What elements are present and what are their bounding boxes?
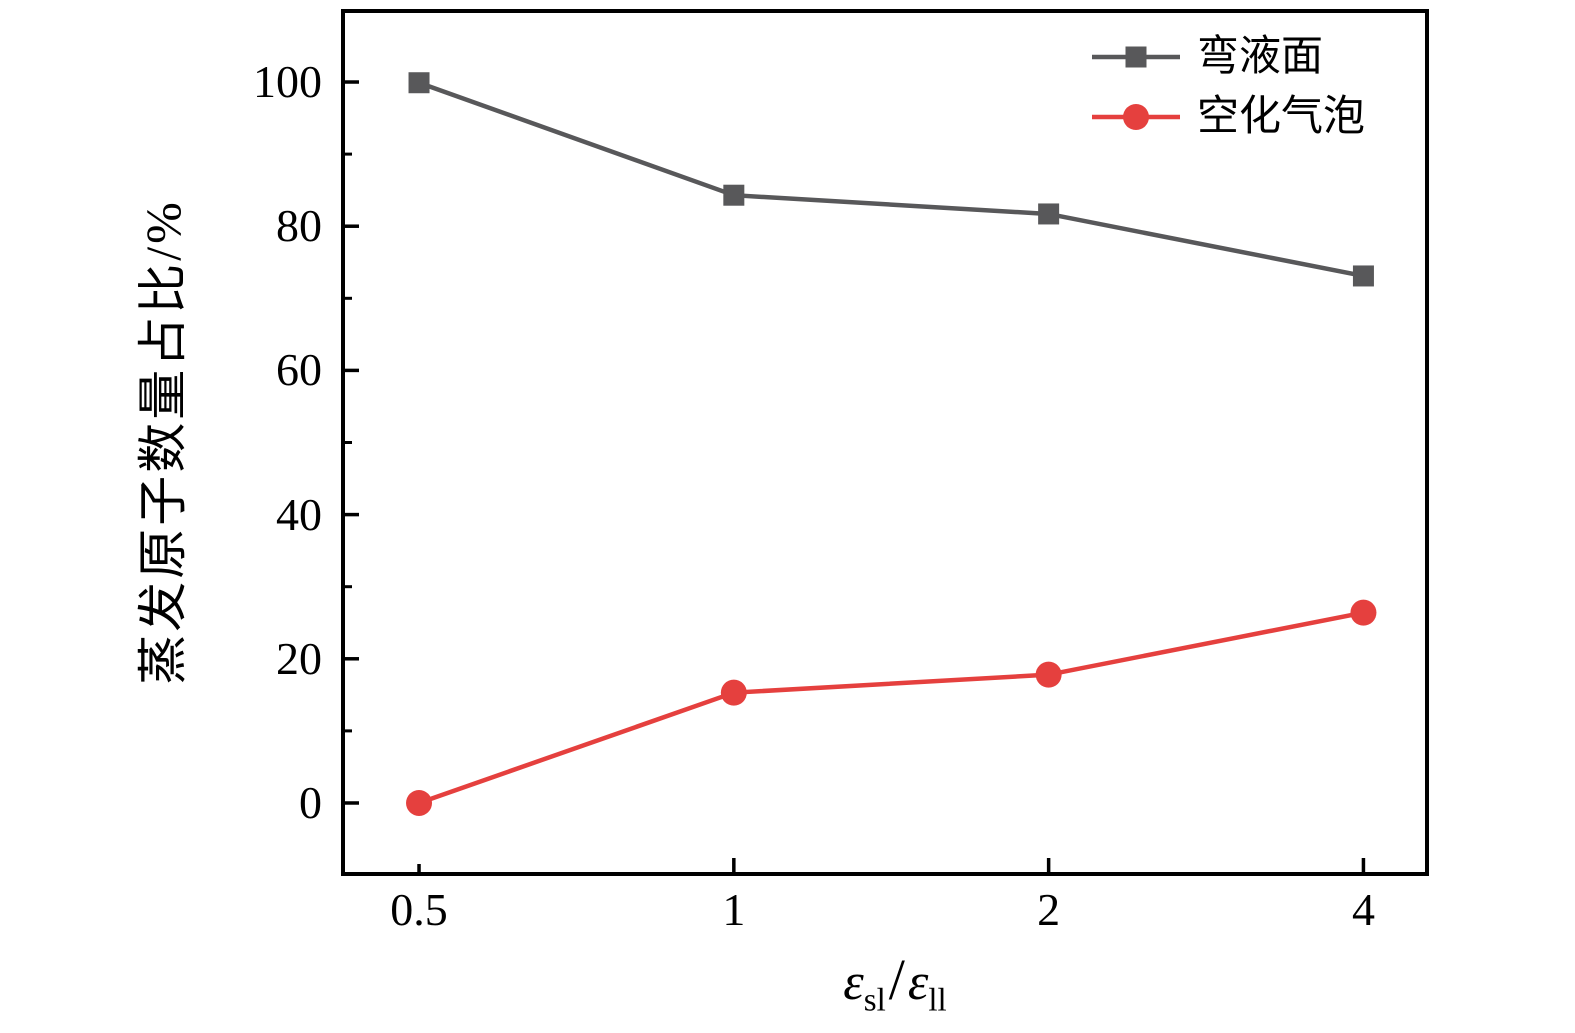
y-tick-label: 40 xyxy=(276,488,322,540)
xlabel-denominator-subscript: ll xyxy=(928,982,947,1019)
xlabel-denominator-symbol: ε xyxy=(907,954,929,1011)
y-axis-title: 蒸发原子数量占比/% xyxy=(135,199,191,685)
series-1-circle-marker xyxy=(406,789,433,816)
y-tick-label: 0 xyxy=(299,776,322,828)
y-tick-label: 60 xyxy=(276,344,322,396)
series-0-square-marker xyxy=(1352,265,1374,287)
y-tick-label: 80 xyxy=(276,200,322,252)
x-tick-label: 0.5 xyxy=(390,884,448,935)
series-line-0 xyxy=(418,80,1364,279)
x-tick-label: 2 xyxy=(1037,884,1061,935)
x-axis-title: εsl/εll xyxy=(695,946,1095,1017)
legend-square-marker xyxy=(1125,46,1147,68)
series-1-circle-marker xyxy=(1035,661,1062,688)
series-1-circle-marker xyxy=(1350,599,1377,626)
series-1-circle-marker xyxy=(720,679,747,706)
y-tick-label: 100 xyxy=(253,56,322,107)
series-0-square-marker xyxy=(723,184,745,206)
y-tick-label: 20 xyxy=(276,632,322,684)
series-line-1 xyxy=(418,610,1364,806)
legend-label-meniscus: 弯液面 xyxy=(1197,34,1324,80)
xlabel-numerator-symbol: ε xyxy=(843,954,864,1011)
series-0-square-marker xyxy=(1038,203,1060,225)
series-0-square-marker xyxy=(408,72,430,94)
legend-label-cavitation-bubble: 空化气泡 xyxy=(1197,94,1366,140)
x-tick-label: 1 xyxy=(722,884,746,935)
xlabel-slash: / xyxy=(888,947,905,1012)
xlabel-numerator-subscript: sl xyxy=(863,982,886,1019)
x-tick-label: 4 xyxy=(1351,884,1375,935)
legend-circle-marker xyxy=(1123,104,1149,130)
